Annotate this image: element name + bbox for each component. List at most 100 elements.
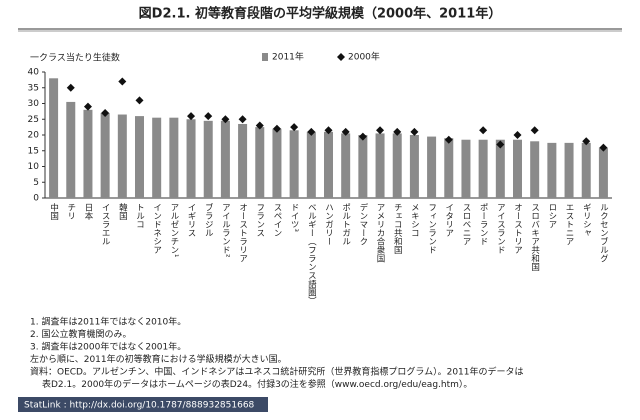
- x-tick-label: ポルトガル: [341, 203, 351, 246]
- bar: [49, 78, 59, 198]
- diamond-marker: [238, 115, 247, 124]
- diamond-marker: [513, 131, 522, 139]
- x-tick-label: メキシコ: [409, 203, 419, 237]
- note: 資料：OECD。アルゼンチン、中国、インドネシアはユネスコ統計研究所（世界教育指…: [30, 366, 524, 378]
- x-tick-label: ベルギー（フランス語圏）: [306, 203, 316, 305]
- diamond-marker: [530, 126, 539, 135]
- bar: [186, 119, 196, 198]
- legend-swatch: [337, 53, 345, 61]
- bar: [220, 120, 230, 198]
- note: 3. 調査年は2000年ではなく2001年。: [30, 341, 186, 353]
- x-tick-label: オーストラリア: [238, 203, 248, 263]
- x-tick-label: インドネシア: [152, 203, 162, 254]
- y-tick-label: 0: [33, 194, 39, 204]
- x-tick-label: ドイツ³: [289, 203, 299, 232]
- diamond-marker: [204, 112, 213, 121]
- bar: [427, 136, 437, 198]
- bar: [238, 123, 248, 198]
- y-tick-label: 35: [28, 83, 39, 93]
- bar: [358, 135, 368, 198]
- diamond-marker: [83, 102, 92, 111]
- y-tick-label: 10: [28, 162, 40, 172]
- x-tick-label: イタリア: [444, 203, 454, 237]
- bar: [135, 116, 144, 198]
- diamond-marker: [341, 127, 350, 136]
- legend-label: 2011年: [272, 51, 304, 63]
- x-tick-label: 日本: [83, 203, 93, 221]
- y-tick-label: 5: [33, 178, 39, 188]
- bar: [169, 117, 179, 198]
- x-tick-label: ハンガリー: [324, 203, 334, 246]
- x-tick-label: フランス: [255, 203, 265, 237]
- chart-title: 図D2.1. 初等教育段階の平均学級規模（2000年、2011年）: [139, 6, 502, 22]
- diamond-marker: [221, 115, 230, 124]
- x-tick-label: ギリシャ: [581, 203, 591, 237]
- x-tick-label: チリ: [66, 203, 76, 220]
- y-tick-label: 25: [28, 115, 39, 125]
- diamond-marker: [324, 126, 333, 135]
- diamond-marker: [118, 77, 127, 86]
- y-axis-label: 一クラス当たり生徒数: [30, 52, 120, 64]
- x-tick-label: エストニア: [564, 203, 574, 246]
- bar: [375, 133, 385, 198]
- diamond-marker: [307, 127, 316, 136]
- x-tick-label: スロベニア: [461, 203, 471, 246]
- x-tick-label: アイスランド: [495, 203, 505, 254]
- x-tick-label: フィンランド: [427, 203, 437, 254]
- x-tick-label: チェコ共和国: [392, 203, 402, 255]
- x-tick-label: アイルランド²: [220, 203, 230, 257]
- diamond-marker: [135, 96, 144, 105]
- diamond-marker: [255, 121, 264, 130]
- bar: [513, 139, 522, 198]
- bar: [272, 128, 282, 198]
- y-tick-label: 40: [28, 68, 40, 78]
- bar: [203, 120, 213, 198]
- x-tick-label: スロバキア共和国: [530, 203, 540, 272]
- diamond-marker: [66, 83, 75, 92]
- x-tick-label: スペイン: [272, 203, 282, 237]
- bar: [564, 142, 574, 198]
- x-tick-label: アルゼンチン¹: [169, 203, 179, 257]
- bar: [547, 142, 557, 198]
- bar: [66, 101, 76, 198]
- bar: [461, 139, 471, 198]
- bar: [117, 114, 127, 198]
- bar: [530, 141, 540, 198]
- x-tick-label: 韓国: [117, 202, 127, 221]
- statlink-box: [18, 397, 268, 412]
- legend-swatch: [262, 53, 268, 61]
- diamond-marker: [496, 140, 505, 149]
- note: 1. 調査年は2011年ではなく2010年。: [30, 316, 186, 328]
- bar: [444, 138, 454, 198]
- bar: [289, 130, 299, 198]
- x-tick-label: ブラジル: [203, 202, 213, 237]
- bar: [341, 133, 351, 198]
- bar: [83, 109, 93, 198]
- legend-label: 2000年: [348, 51, 380, 63]
- y-tick-label: 30: [28, 99, 40, 109]
- x-tick-label: イスラエル: [100, 203, 110, 246]
- x-tick-label: イギリス: [186, 203, 196, 237]
- note: 表D2.1。2000年のデータはホームページの表D24。付録3の注を参照（www…: [42, 378, 472, 390]
- statlink[interactable]: StatLink : http://dx.doi.org/10.1787/888…: [24, 401, 255, 411]
- diamond-marker: [410, 127, 419, 136]
- bar: [478, 139, 488, 198]
- diamond-marker: [187, 112, 196, 121]
- diamond-marker: [582, 137, 591, 146]
- x-tick-label: オーストリア: [513, 203, 523, 254]
- x-tick-label: ロシア: [547, 203, 557, 229]
- y-tick-label: 15: [28, 146, 39, 156]
- x-tick-label: ポーランド: [478, 203, 488, 246]
- diamond-marker: [272, 124, 281, 133]
- diamond-marker: [599, 143, 608, 152]
- bar: [152, 117, 162, 198]
- y-tick-label: 20: [28, 131, 40, 141]
- x-tick-label: アメリカ合衆国: [375, 203, 385, 263]
- x-tick-label: デンマーク: [358, 202, 368, 245]
- diamond-marker: [290, 123, 299, 132]
- x-tick-label: 中国: [49, 202, 59, 221]
- diamond-marker: [376, 126, 385, 135]
- diamond-marker: [393, 127, 402, 136]
- bar: [255, 127, 265, 198]
- bar: [495, 139, 505, 198]
